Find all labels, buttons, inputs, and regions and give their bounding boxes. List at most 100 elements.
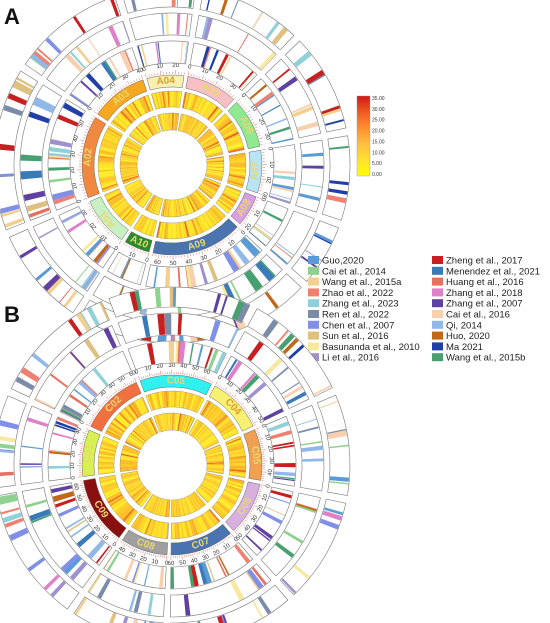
legend-swatch: [432, 277, 443, 286]
qtl-marker: [270, 193, 291, 200]
qtl-track: [264, 58, 322, 139]
legend-label: Ren et al., 2022: [322, 310, 389, 321]
heat-cell: [109, 423, 124, 434]
heat-cell: [172, 522, 175, 539]
qtl-marker: [133, 591, 143, 613]
heat-cell: [124, 407, 136, 421]
qtl-marker: [171, 0, 176, 7]
qtl-marker: [248, 382, 267, 399]
chromosome-band: [152, 218, 238, 256]
heat-cell: [156, 392, 162, 409]
heat-cell: [206, 458, 224, 462]
qtl-marker: [270, 249, 288, 265]
heat-cell: [227, 142, 244, 149]
heat-cell: [120, 454, 138, 459]
heat-cell: [225, 186, 241, 195]
heat-cell: [195, 190, 208, 204]
heat-cell: [127, 436, 143, 447]
qtl-marker: [82, 235, 99, 252]
heat-cell: [144, 420, 155, 436]
tick-mark: [222, 87, 225, 90]
tick-label: 0: [134, 369, 140, 376]
heat-cell: [144, 494, 155, 510]
heat-cell: [223, 489, 239, 499]
qtl-marker: [239, 372, 256, 390]
heat-cell: [204, 145, 221, 153]
heat-cell: [192, 122, 204, 138]
heat-cell: [131, 431, 146, 444]
tick-mark: [136, 249, 138, 252]
heat-cell: [189, 194, 200, 210]
heat-cell: [201, 514, 212, 529]
heat-cell: [189, 519, 197, 536]
heat-cell: [160, 522, 165, 539]
legend-label: Qi, 2014: [446, 320, 482, 331]
heat-cell: [130, 485, 145, 498]
qtl-marker: [217, 615, 224, 623]
heat-cell: [182, 92, 188, 109]
tick-mark: [201, 250, 204, 255]
heat-cell: [193, 424, 206, 439]
qtl-marker: [0, 507, 20, 515]
heat-cell: [197, 516, 207, 532]
qtl-marker: [28, 111, 50, 124]
heat-cell: [98, 455, 115, 460]
heat-cell: [114, 117, 128, 129]
qtl-marker: [12, 80, 33, 96]
heat-cell: [227, 181, 243, 189]
tick-mark: [85, 131, 88, 133]
heat-cell: [174, 413, 178, 431]
heat-cell: [98, 160, 115, 164]
heat-cell: [150, 496, 159, 513]
legend-item: Guo,2020: [308, 256, 364, 267]
heat-cell: [99, 177, 116, 184]
qtl-marker: [88, 573, 102, 593]
legend-label: Zhao et al., 2022: [322, 288, 393, 299]
qtl-marker: [170, 567, 175, 589]
heat-cell: [169, 413, 172, 431]
qtl-marker: [295, 504, 317, 514]
qtl-marker: [123, 559, 135, 580]
heat-cell: [139, 423, 151, 438]
tick-mark: [248, 113, 250, 116]
heat-cell: [223, 431, 239, 440]
legend-label: Zhang et al., 2018: [446, 288, 523, 299]
heat-cell: [205, 511, 216, 526]
legend-item: Menendez et al., 2021: [432, 266, 540, 277]
tick-mark: [233, 394, 237, 398]
heat-cell: [98, 157, 115, 161]
heat-cell: [190, 94, 198, 111]
heat-cell: [200, 184, 216, 195]
heat-cell: [120, 470, 138, 476]
qtl-marker: [49, 177, 71, 183]
heat-cell: [159, 414, 165, 431]
heat-cell: [191, 122, 203, 137]
heat-cell: [194, 125, 207, 139]
heat-cell: [99, 176, 116, 182]
legend-item: Ren et al., 2022: [308, 310, 389, 321]
qtl-marker: [263, 408, 284, 421]
heat-cell: [98, 470, 115, 475]
heat-ring-outline: [120, 470, 152, 508]
qtl-marker: [154, 287, 162, 308]
tick-mark: [240, 224, 243, 227]
qtl-marker: [16, 77, 35, 89]
heat-cell: [221, 194, 236, 205]
heat-cell: [149, 520, 156, 537]
heat-cell: [163, 499, 168, 517]
heat-cell: [225, 185, 242, 193]
qtl-marker: [0, 443, 15, 450]
heat-cell: [224, 488, 240, 497]
legend-item: Zhao et al., 2022: [308, 288, 393, 299]
heat-cell: [229, 451, 246, 457]
heat-cell: [214, 114, 228, 127]
tick-mark: [244, 519, 247, 522]
heat-cell: [135, 126, 149, 140]
heat-cell: [134, 400, 144, 416]
heat-cell: [161, 113, 166, 131]
heat-ring-outline: [182, 91, 223, 124]
heat-cell: [197, 429, 212, 442]
tick-label: 20: [139, 556, 148, 564]
heat-cell: [204, 475, 222, 483]
tick-label: 40: [243, 524, 252, 533]
